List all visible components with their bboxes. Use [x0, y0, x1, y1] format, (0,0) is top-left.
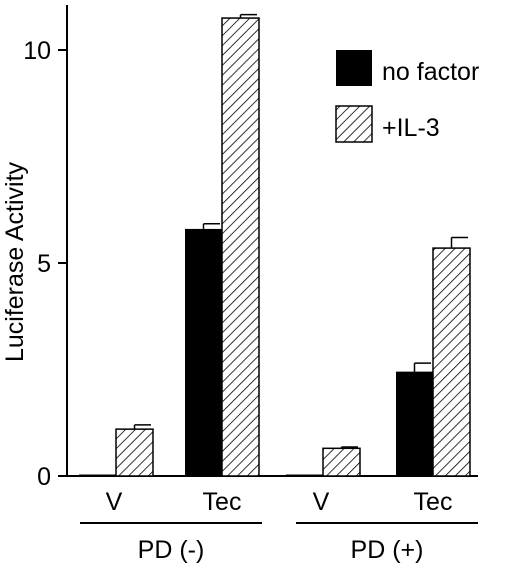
x-tick-label: V — [313, 488, 330, 516]
group-label: PD (+) — [351, 536, 424, 564]
group-label: PD (-) — [138, 536, 205, 564]
bar-il3-2 — [322, 447, 361, 477]
bar-no-factor-2 — [286, 474, 323, 476]
legend-swatch-no-factor — [336, 50, 372, 86]
bar-il3-3 — [432, 247, 471, 477]
x-tick-label: Tec — [203, 488, 242, 516]
y-tick-label: 0 — [37, 463, 51, 491]
bar-il3-0 — [115, 428, 154, 477]
y-axis-label: Luciferase Activity — [1, 161, 29, 362]
legend-swatch-il3 — [335, 105, 373, 143]
legend-label-no-factor: no factor — [382, 58, 479, 86]
bar-no-factor-3 — [396, 371, 433, 476]
x-tick-label: Tec — [414, 488, 453, 516]
bar-no-factor-0 — [79, 474, 116, 476]
legend: no factor +IL-3 — [335, 50, 479, 143]
bar-il3-1 — [221, 17, 260, 477]
x-tick-label: V — [106, 488, 123, 516]
bar-no-factor-1 — [185, 228, 222, 476]
y-tick-label: 5 — [37, 250, 51, 278]
y-tick-label: 10 — [23, 37, 51, 65]
legend-label-il3: +IL-3 — [382, 114, 440, 142]
